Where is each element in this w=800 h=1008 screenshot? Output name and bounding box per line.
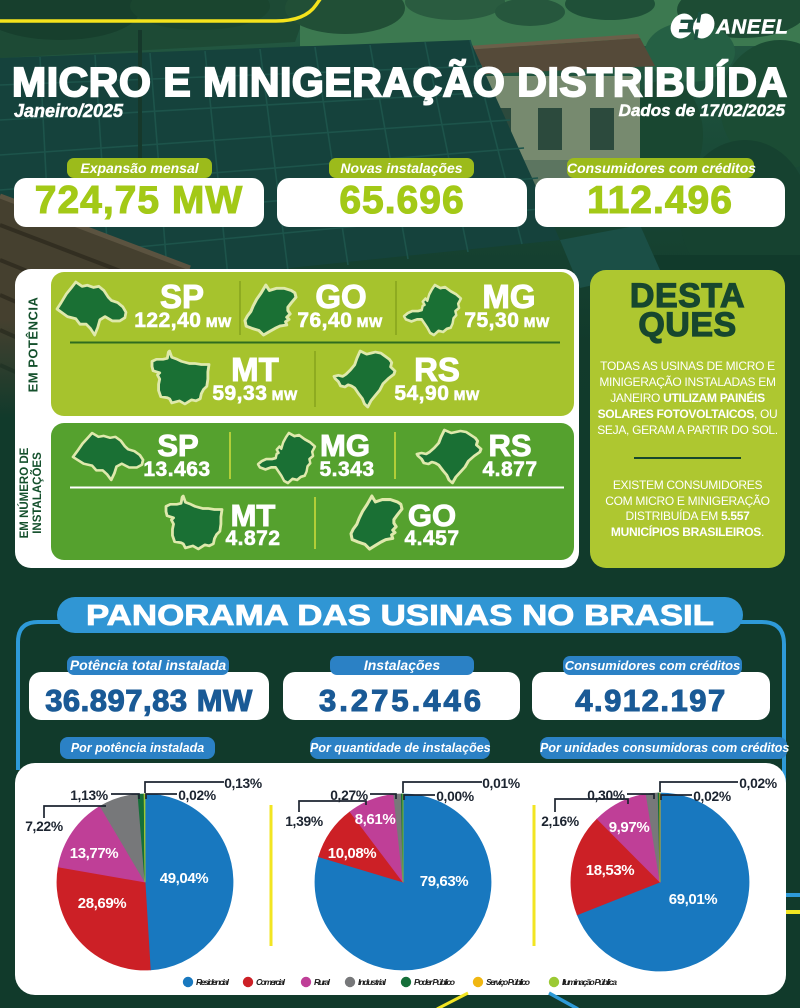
svg-text:69,01%: 69,01%: [669, 891, 718, 908]
svg-text:MT: MT: [231, 498, 276, 533]
svg-text:2,16%: 2,16%: [541, 814, 579, 829]
svg-text:4.457: 4.457: [404, 527, 459, 550]
svg-text:Comercial: Comercial: [256, 977, 286, 987]
svg-text:4.877: 4.877: [482, 458, 537, 481]
svg-text:MG: MG: [320, 428, 370, 463]
svg-text:RS: RS: [488, 428, 531, 463]
svg-text:Residencial: Residencial: [196, 977, 230, 987]
svg-text:0,02%: 0,02%: [739, 776, 777, 791]
svg-text:Iluminação Pública: Iluminação Pública: [562, 977, 617, 987]
svg-text:0,00%: 0,00%: [436, 789, 474, 804]
svg-text:Serviço Público: Serviço Público: [486, 977, 530, 987]
svg-text:GO: GO: [408, 498, 456, 533]
svg-text:75,30 MW: 75,30 MW: [464, 309, 550, 332]
svg-text:ANEEL: ANEEL: [715, 16, 788, 39]
svg-text:Industrial: Industrial: [358, 977, 387, 987]
svg-text:MT: MT: [231, 351, 279, 388]
svg-text:0,01%: 0,01%: [482, 776, 520, 791]
svg-text:GO: GO: [315, 278, 366, 315]
svg-text:13.463: 13.463: [143, 458, 210, 481]
svg-text:0,27%: 0,27%: [330, 788, 368, 803]
svg-text:Poder Público: Poder Público: [414, 977, 455, 987]
svg-text:PANORAMA DAS USINAS NO BRASIL: PANORAMA DAS USINAS NO BRASIL: [86, 600, 714, 632]
svg-text:4.872: 4.872: [225, 527, 280, 550]
svg-text:5.343: 5.343: [319, 458, 374, 481]
svg-text:1,39%: 1,39%: [285, 814, 323, 829]
svg-text:13,77%: 13,77%: [70, 845, 119, 862]
svg-text:54,90 MW: 54,90 MW: [394, 382, 480, 405]
svg-text:49,04%: 49,04%: [160, 870, 209, 887]
svg-text:79,63%: 79,63%: [420, 873, 469, 890]
svg-text:8,61%: 8,61%: [355, 811, 396, 828]
svg-text:0,02%: 0,02%: [693, 789, 731, 804]
svg-text:122,40 MW: 122,40 MW: [134, 309, 232, 332]
svg-text:9,97%: 9,97%: [609, 819, 650, 836]
svg-text:1,13%: 1,13%: [70, 788, 108, 803]
svg-text:SP: SP: [160, 278, 204, 315]
svg-text:SP: SP: [157, 428, 198, 463]
svg-text:28,69%: 28,69%: [78, 895, 127, 912]
svg-text:Rural: Rural: [314, 977, 331, 987]
svg-text:0,02%: 0,02%: [178, 788, 216, 803]
svg-text:76,40 MW: 76,40 MW: [297, 309, 383, 332]
svg-text:10,08%: 10,08%: [328, 845, 377, 862]
svg-text:RS: RS: [414, 351, 460, 388]
svg-text:MG: MG: [482, 278, 535, 315]
svg-text:59,33 MW: 59,33 MW: [212, 382, 298, 405]
svg-text:0,13%: 0,13%: [224, 776, 262, 791]
svg-text:7,22%: 7,22%: [25, 819, 63, 834]
svg-text:0,30%: 0,30%: [587, 788, 625, 803]
svg-text:18,53%: 18,53%: [586, 862, 635, 879]
